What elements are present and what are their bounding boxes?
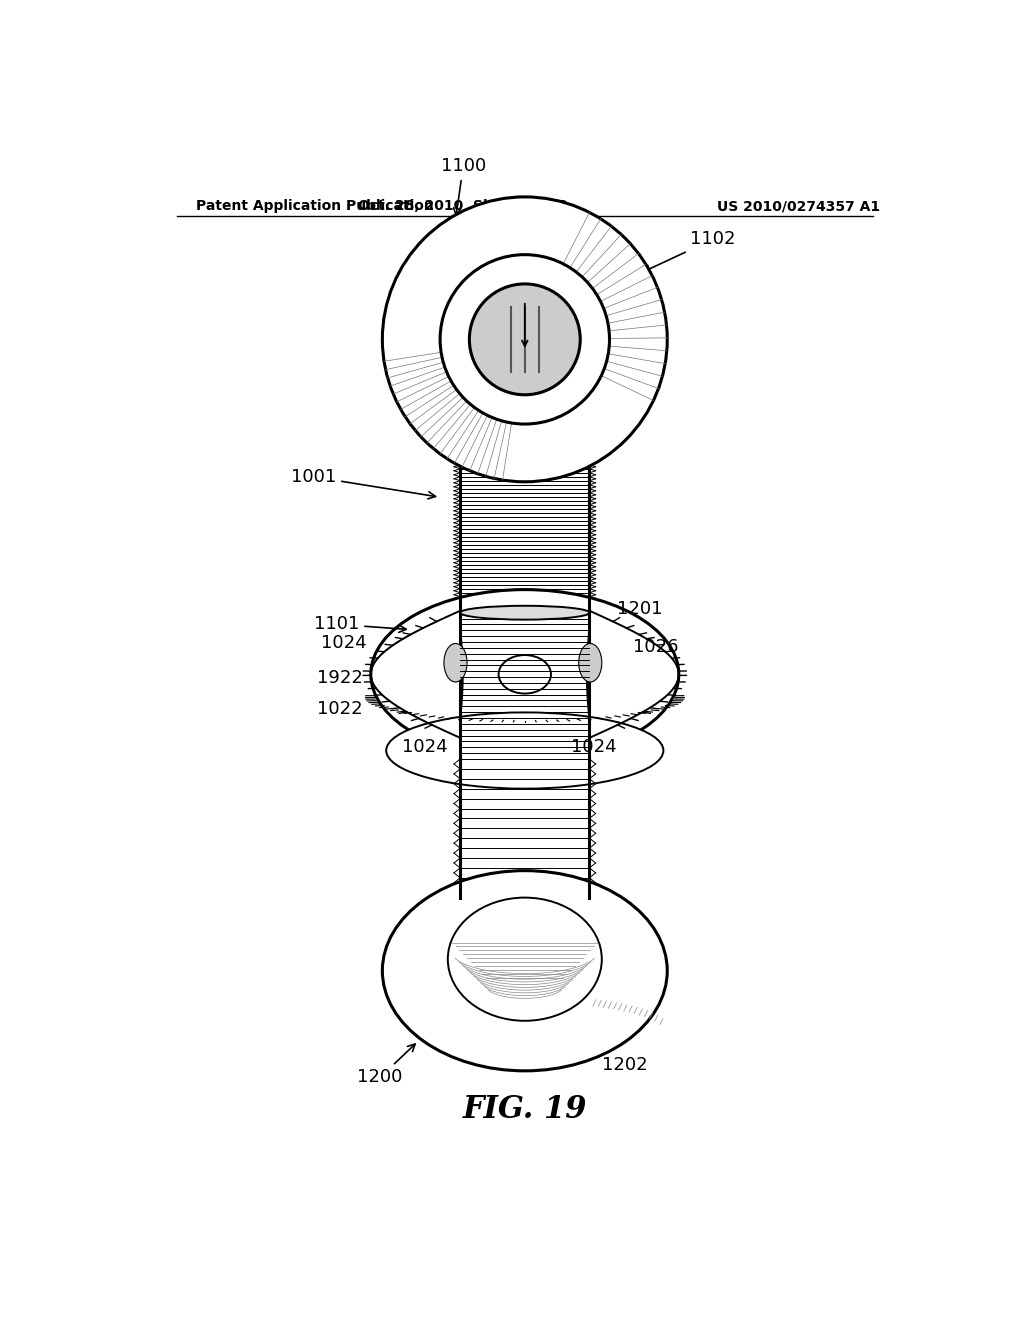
Ellipse shape (447, 898, 602, 1020)
Ellipse shape (382, 871, 668, 1071)
Text: 1202: 1202 (602, 1056, 647, 1074)
Text: 1101: 1101 (314, 615, 407, 634)
Text: 1102: 1102 (643, 230, 736, 272)
Text: US 2010/0274357 A1: US 2010/0274357 A1 (717, 199, 881, 213)
Text: 1190: 1190 (502, 279, 547, 296)
Ellipse shape (460, 606, 590, 619)
Text: 1024: 1024 (571, 738, 616, 755)
Text: 1922: 1922 (316, 669, 362, 688)
Text: 1201: 1201 (617, 599, 663, 618)
Ellipse shape (440, 255, 609, 424)
Text: 1100: 1100 (440, 157, 485, 215)
Ellipse shape (386, 713, 664, 788)
Text: 1200: 1200 (357, 1044, 415, 1086)
Ellipse shape (499, 655, 551, 693)
Text: 1024: 1024 (401, 738, 447, 755)
Ellipse shape (382, 197, 668, 482)
Ellipse shape (371, 590, 679, 759)
Text: FIG. 19: FIG. 19 (463, 1094, 587, 1125)
Ellipse shape (469, 284, 581, 395)
Ellipse shape (579, 644, 602, 682)
Ellipse shape (444, 644, 467, 682)
Text: 1026: 1026 (633, 639, 678, 656)
Text: 1022: 1022 (316, 700, 362, 718)
Text: Oct. 28, 2010  Sheet 9 of 9: Oct. 28, 2010 Sheet 9 of 9 (358, 199, 568, 213)
Text: Patent Application Publication: Patent Application Publication (196, 199, 434, 213)
Text: 1001: 1001 (291, 467, 435, 499)
Text: 1024: 1024 (321, 635, 367, 652)
